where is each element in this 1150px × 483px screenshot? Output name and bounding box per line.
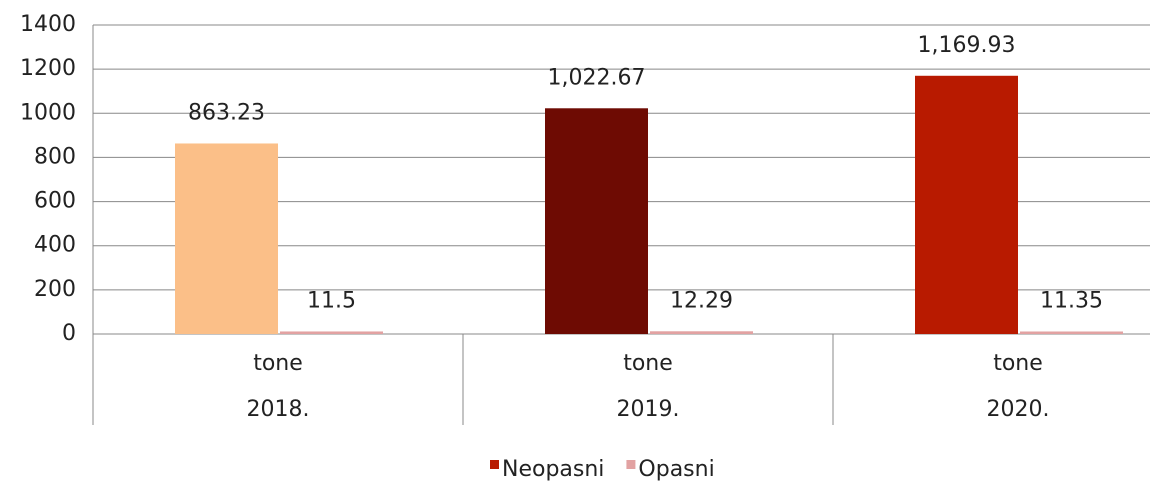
y-tick-label: 400 (34, 233, 76, 258)
x-subcategory-label: tone (253, 351, 303, 376)
x-subcategory-label: tone (993, 351, 1043, 376)
x-category-label: 2018. (247, 397, 310, 422)
x-category-label: 2019. (617, 397, 680, 422)
data-label: 1,169.93 (918, 33, 1016, 58)
x-subcategory-label: tone (623, 351, 673, 376)
bar (175, 143, 278, 334)
y-tick-label: 1400 (20, 12, 76, 37)
y-tick-label: 600 (34, 189, 76, 214)
legend-swatch (490, 460, 499, 469)
data-label: 1,022.67 (548, 65, 646, 90)
data-label: 863.23 (188, 100, 265, 125)
y-tick-label: 200 (34, 277, 76, 302)
bar (545, 108, 648, 334)
y-tick-label: 800 (34, 144, 76, 169)
y-tick-label: 1200 (20, 56, 76, 81)
bar (915, 75, 1018, 335)
data-label: 11.35 (1040, 288, 1103, 313)
data-label: 12.29 (670, 288, 733, 313)
legend-label: Neopasni (502, 457, 604, 482)
y-tick-label: 0 (62, 321, 76, 346)
data-label: 11.5 (307, 288, 356, 313)
bar (650, 331, 753, 334)
x-category-label: 2020. (987, 397, 1050, 422)
bar (280, 331, 383, 334)
legend-label: Opasni (638, 457, 714, 482)
y-tick-label: 1000 (20, 100, 76, 125)
legend-swatch (626, 460, 636, 469)
bar (1020, 331, 1123, 334)
